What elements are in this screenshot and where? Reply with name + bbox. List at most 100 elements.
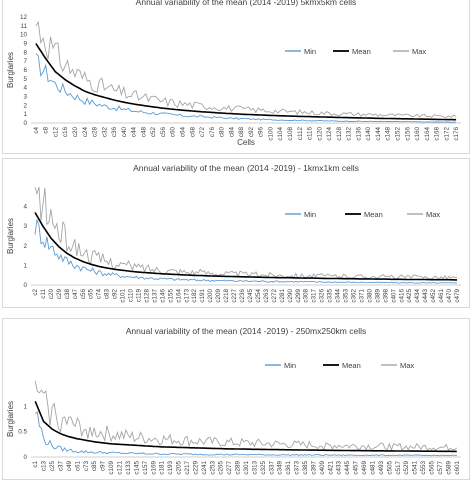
x-tick-label: c479	[454, 289, 461, 303]
x-tick-label: c133	[125, 461, 132, 475]
x-tick-label: c56	[80, 289, 87, 300]
x-tick-label: c218	[223, 289, 230, 303]
x-tick-label: c289	[235, 461, 242, 475]
x-tick-label: c452	[430, 289, 437, 303]
x-tick-label: c553	[420, 461, 427, 475]
legend-label-max: Max	[426, 210, 440, 219]
x-tick-label: c337	[268, 461, 275, 475]
x-tick-label: c373	[294, 461, 301, 475]
x-tick-label: c104	[277, 127, 284, 141]
x-tick-label: c97	[100, 461, 107, 472]
legend-label-min: Min	[284, 361, 296, 370]
x-tick-label: c601	[454, 461, 461, 475]
y-tick-label: 0.5	[18, 429, 27, 436]
x-tick-label: c416	[398, 289, 405, 303]
x-tick-label: c236	[239, 289, 246, 303]
chart-panel-1km: Annual variability of the mean (2014 -20…	[2, 158, 470, 308]
series-line-max	[34, 186, 457, 280]
x-tick-label: c290	[287, 289, 294, 303]
x-tick-label: c173	[183, 289, 190, 303]
x-tick-label: c88	[238, 127, 245, 138]
x-tick-label: c164	[175, 289, 182, 303]
y-tick-label: 2	[23, 243, 27, 250]
x-tick-label: c8	[43, 127, 50, 134]
y-tick-label: 3	[23, 94, 27, 101]
x-tick-label: c164	[424, 127, 431, 141]
chart-title: Annual variability of the mean (2014 -20…	[133, 163, 359, 173]
x-tick-label: c434	[414, 289, 421, 303]
y-tick-label: 0	[23, 454, 27, 461]
x-tick-label: c20	[48, 289, 55, 300]
x-tick-label: c1	[32, 461, 39, 468]
x-tick-label: c349	[277, 461, 284, 475]
legend-label-mean: Mean	[342, 361, 361, 370]
legend-label-max: Max	[412, 47, 426, 56]
x-tick-label: c301	[243, 461, 250, 475]
x-tick-label: c272	[271, 289, 278, 303]
x-tick-label: c433	[336, 461, 343, 475]
x-tick-label: c28	[92, 127, 99, 138]
x-tick-label: c64	[179, 127, 186, 138]
x-tick-label: c245	[247, 289, 254, 303]
x-tick-label: c389	[374, 289, 381, 303]
x-tick-label: c132	[346, 127, 353, 141]
x-tick-label: c2	[32, 289, 39, 296]
x-tick-label: c128	[143, 289, 150, 303]
x-tick-label: c253	[209, 461, 216, 475]
x-tick-label: c425	[406, 289, 413, 303]
y-tick-label: 11	[20, 23, 27, 30]
series-line-mean	[34, 212, 457, 281]
x-axis-label: Cells	[237, 138, 255, 147]
x-tick-label: c265	[218, 461, 225, 475]
x-tick-label: c380	[366, 289, 373, 303]
x-tick-label: c36	[111, 127, 118, 138]
x-tick-label: c136	[355, 127, 362, 141]
x-tick-label: c193	[167, 461, 174, 475]
x-tick-label: c541	[412, 461, 419, 475]
x-tick-label: c217	[184, 461, 191, 475]
x-tick-label: c74	[96, 289, 103, 300]
x-tick-label: c128	[336, 127, 343, 141]
x-tick-label: c156	[404, 127, 411, 141]
x-tick-label: c326	[319, 289, 326, 303]
x-tick-label: c16	[62, 127, 69, 138]
x-tick-label: c169	[150, 461, 157, 475]
x-tick-label: c25	[49, 461, 56, 472]
chart-title: Annual variability of the mean (2014 -20…	[126, 326, 367, 336]
x-tick-label: c100	[267, 127, 274, 141]
x-tick-label: c52	[150, 127, 157, 138]
legend-label-max: Max	[400, 361, 414, 370]
x-tick-label: c56	[160, 127, 167, 138]
x-tick-label: c92	[248, 127, 255, 138]
y-tick-label: 2	[23, 102, 27, 109]
chart-250m: Annual variability of the mean (2014 -20…	[6, 326, 461, 475]
x-tick-label: c565	[428, 461, 435, 475]
x-tick-label: c32	[101, 127, 108, 138]
x-tick-label: c101	[120, 289, 127, 303]
x-tick-label: c72	[199, 127, 206, 138]
x-tick-label: c397	[310, 461, 317, 475]
x-tick-label: c120	[316, 127, 323, 141]
x-tick-label: c589	[445, 461, 452, 475]
x-tick-label: c481	[369, 461, 376, 475]
x-tick-label: c181	[159, 461, 166, 475]
x-tick-label: c317	[311, 289, 318, 303]
x-tick-label: c191	[199, 289, 206, 303]
x-tick-label: c409	[319, 461, 326, 475]
x-tick-label: c205	[176, 461, 183, 475]
x-tick-label: c407	[390, 289, 397, 303]
x-tick-label: c229	[192, 461, 199, 475]
x-tick-label: c469	[361, 461, 368, 475]
x-tick-label: c470	[446, 289, 453, 303]
x-tick-label: c40	[121, 127, 128, 138]
x-tick-label: c281	[279, 289, 286, 303]
x-tick-label: c96	[258, 127, 265, 138]
series-line-max	[35, 20, 457, 118]
x-tick-label: c577	[437, 461, 444, 475]
x-tick-label: c92	[112, 289, 119, 300]
x-tick-label: c344	[335, 289, 342, 303]
x-tick-label: c362	[351, 289, 358, 303]
series-line-mean	[35, 43, 457, 121]
x-tick-label: c4	[33, 127, 40, 134]
y-tick-label: 1	[23, 403, 27, 410]
